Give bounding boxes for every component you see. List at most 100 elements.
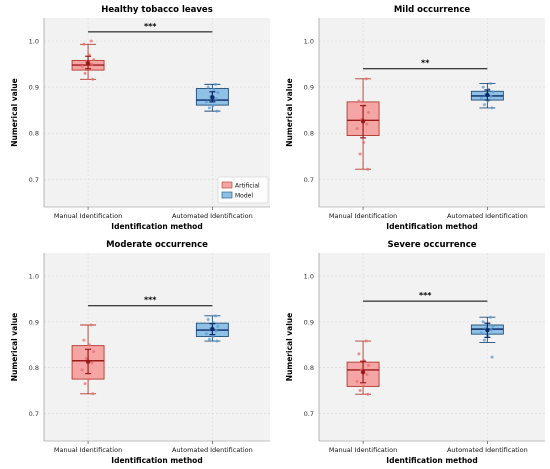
data-point [365,373,369,377]
x-tick-label: Automated Identification [447,446,528,454]
y-tick-label: 0.9 [304,318,314,326]
data-point [490,106,494,110]
mean-marker [360,370,366,375]
y-axis-label: Numerical value [10,313,19,381]
data-point [215,339,219,343]
plot-area [44,18,270,207]
y-tick-label: 0.8 [304,364,314,372]
significance-label: *** [144,296,157,305]
chart-title: Moderate occurrence [106,240,208,250]
x-tick-label: Manual Identification [54,212,122,220]
data-point [87,53,91,57]
data-point [364,77,368,81]
legend-label-model: Model [235,193,253,200]
y-tick-label: 0.7 [29,176,39,184]
mean-marker [485,327,490,333]
data-point [83,382,87,386]
significance-label: *** [419,291,432,300]
data-point [491,324,495,328]
data-point [82,338,86,342]
data-point [490,355,494,359]
data-point [83,71,87,75]
legend-swatch-artificial [221,181,233,189]
x-axis-label: Identification method [111,456,202,465]
data-point [366,167,370,171]
legend-swatch-model [221,191,233,199]
legend: Artificial Model [217,176,269,204]
mean-marker [210,326,215,332]
data-point [362,384,366,388]
data-point [213,82,217,86]
box-artificial [71,323,105,396]
y-axis-label: Numerical value [10,78,19,146]
data-point [213,314,217,318]
data-point [482,103,486,107]
y-axis-label: Numerical value [285,78,294,146]
data-point [92,350,96,354]
data-point [91,77,95,81]
data-point [215,109,219,113]
data-point [488,315,492,319]
data-point [87,343,91,347]
data-point [80,64,84,68]
legend-label-artificial: Artificial [235,183,260,190]
data-point [207,106,211,110]
data-point [82,42,86,46]
mean-marker [85,60,91,66]
y-tick-label: 0.8 [29,364,39,372]
data-point [211,104,215,108]
y-tick-label: 1.0 [29,38,39,46]
data-point [366,392,370,396]
chart-title: Healthy tobacco leaves [101,5,213,15]
data-point [491,90,495,94]
data-point [206,85,210,89]
y-tick-label: 0.9 [29,318,39,326]
box-model [470,315,504,359]
data-point [89,323,93,327]
box-artificial [346,339,380,396]
data-point [358,389,362,393]
x-axis-label: Identification method [386,222,477,231]
data-point [481,320,485,324]
y-tick-label: 0.7 [304,176,314,184]
chart-panel-4: 0.7 0.8 0.9 1.0 *** Manual Identification Auto… [285,240,545,465]
data-point [207,337,211,341]
y-tick-label: 1.0 [304,38,314,46]
box-model [470,81,504,110]
x-tick-label: Automated Identification [172,212,253,220]
data-point [489,328,493,332]
data-point [365,122,369,126]
x-tick-label: Manual Identification [329,446,397,454]
x-tick-label: Automated Identification [172,446,253,454]
data-point [355,127,359,131]
data-point [367,111,371,114]
y-axis-label: Numerical value [285,313,294,381]
box-artificial [346,77,380,171]
data-point [214,97,218,101]
data-point [488,81,492,85]
x-axis-label: Identification method [111,222,202,231]
y-tick-label: 0.9 [304,84,314,92]
data-point [479,331,483,335]
mean-marker [485,92,490,98]
y-tick-label: 0.7 [304,410,314,418]
y-tick-label: 0.7 [29,410,39,418]
mean-marker [360,119,366,124]
x-tick-label: Automated Identification [447,212,528,220]
data-point [362,140,366,144]
data-point [481,85,485,89]
data-point [89,39,93,43]
box-model [195,82,229,113]
data-point [212,87,216,91]
data-point [90,62,94,66]
data-point [355,379,359,383]
data-point [87,377,91,381]
data-point [216,91,220,95]
data-point [211,334,215,338]
y-tick-label: 1.0 [304,272,314,280]
data-point [90,361,94,365]
data-point [357,99,361,103]
significance-label: *** [144,22,157,31]
data-point [357,352,361,356]
data-point [479,96,483,100]
